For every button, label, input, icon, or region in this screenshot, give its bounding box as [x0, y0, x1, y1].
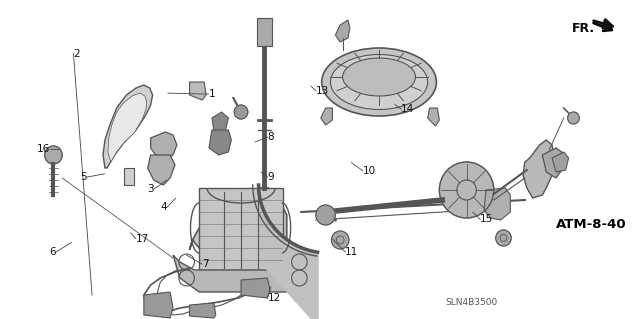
Text: 12: 12 [268, 293, 281, 303]
Text: 17: 17 [136, 234, 149, 244]
Text: 14: 14 [401, 104, 415, 114]
Polygon shape [428, 108, 439, 126]
Text: 4: 4 [160, 202, 166, 212]
Ellipse shape [322, 48, 436, 116]
Polygon shape [484, 188, 510, 220]
Text: 16: 16 [36, 144, 50, 154]
Text: 9: 9 [268, 172, 274, 182]
Polygon shape [212, 112, 228, 135]
Polygon shape [189, 82, 206, 100]
Circle shape [316, 205, 335, 225]
Text: 10: 10 [363, 166, 376, 176]
Circle shape [45, 146, 62, 164]
Polygon shape [189, 198, 287, 272]
Text: 7: 7 [202, 259, 209, 269]
Text: SLN4B3500: SLN4B3500 [445, 298, 497, 307]
Circle shape [439, 162, 494, 218]
Polygon shape [189, 303, 216, 318]
Text: 6: 6 [49, 247, 56, 257]
Polygon shape [173, 255, 306, 292]
Text: 11: 11 [345, 247, 358, 257]
Text: 3: 3 [148, 184, 154, 194]
Bar [257, 18, 272, 46]
Text: 8: 8 [268, 132, 274, 142]
Text: FR.: FR. [572, 22, 595, 35]
Text: 5: 5 [81, 172, 87, 182]
Text: 15: 15 [480, 214, 493, 225]
Polygon shape [108, 93, 147, 162]
Polygon shape [124, 168, 134, 185]
Bar [199, 188, 283, 270]
Circle shape [568, 112, 579, 124]
Polygon shape [523, 140, 554, 198]
Circle shape [332, 231, 349, 249]
Polygon shape [241, 278, 270, 298]
Circle shape [496, 230, 511, 246]
Polygon shape [150, 132, 177, 158]
Text: 2: 2 [74, 48, 80, 59]
Polygon shape [103, 85, 152, 168]
Polygon shape [209, 130, 231, 155]
Circle shape [234, 105, 248, 119]
Ellipse shape [342, 58, 415, 96]
Polygon shape [552, 152, 568, 172]
Polygon shape [542, 148, 562, 178]
Text: 1: 1 [209, 89, 215, 99]
Polygon shape [321, 108, 332, 125]
Polygon shape [148, 155, 175, 185]
Text: 13: 13 [316, 86, 329, 96]
Text: ATM-8-40: ATM-8-40 [556, 218, 627, 231]
Ellipse shape [330, 55, 428, 109]
Polygon shape [335, 20, 350, 42]
Polygon shape [144, 292, 173, 318]
